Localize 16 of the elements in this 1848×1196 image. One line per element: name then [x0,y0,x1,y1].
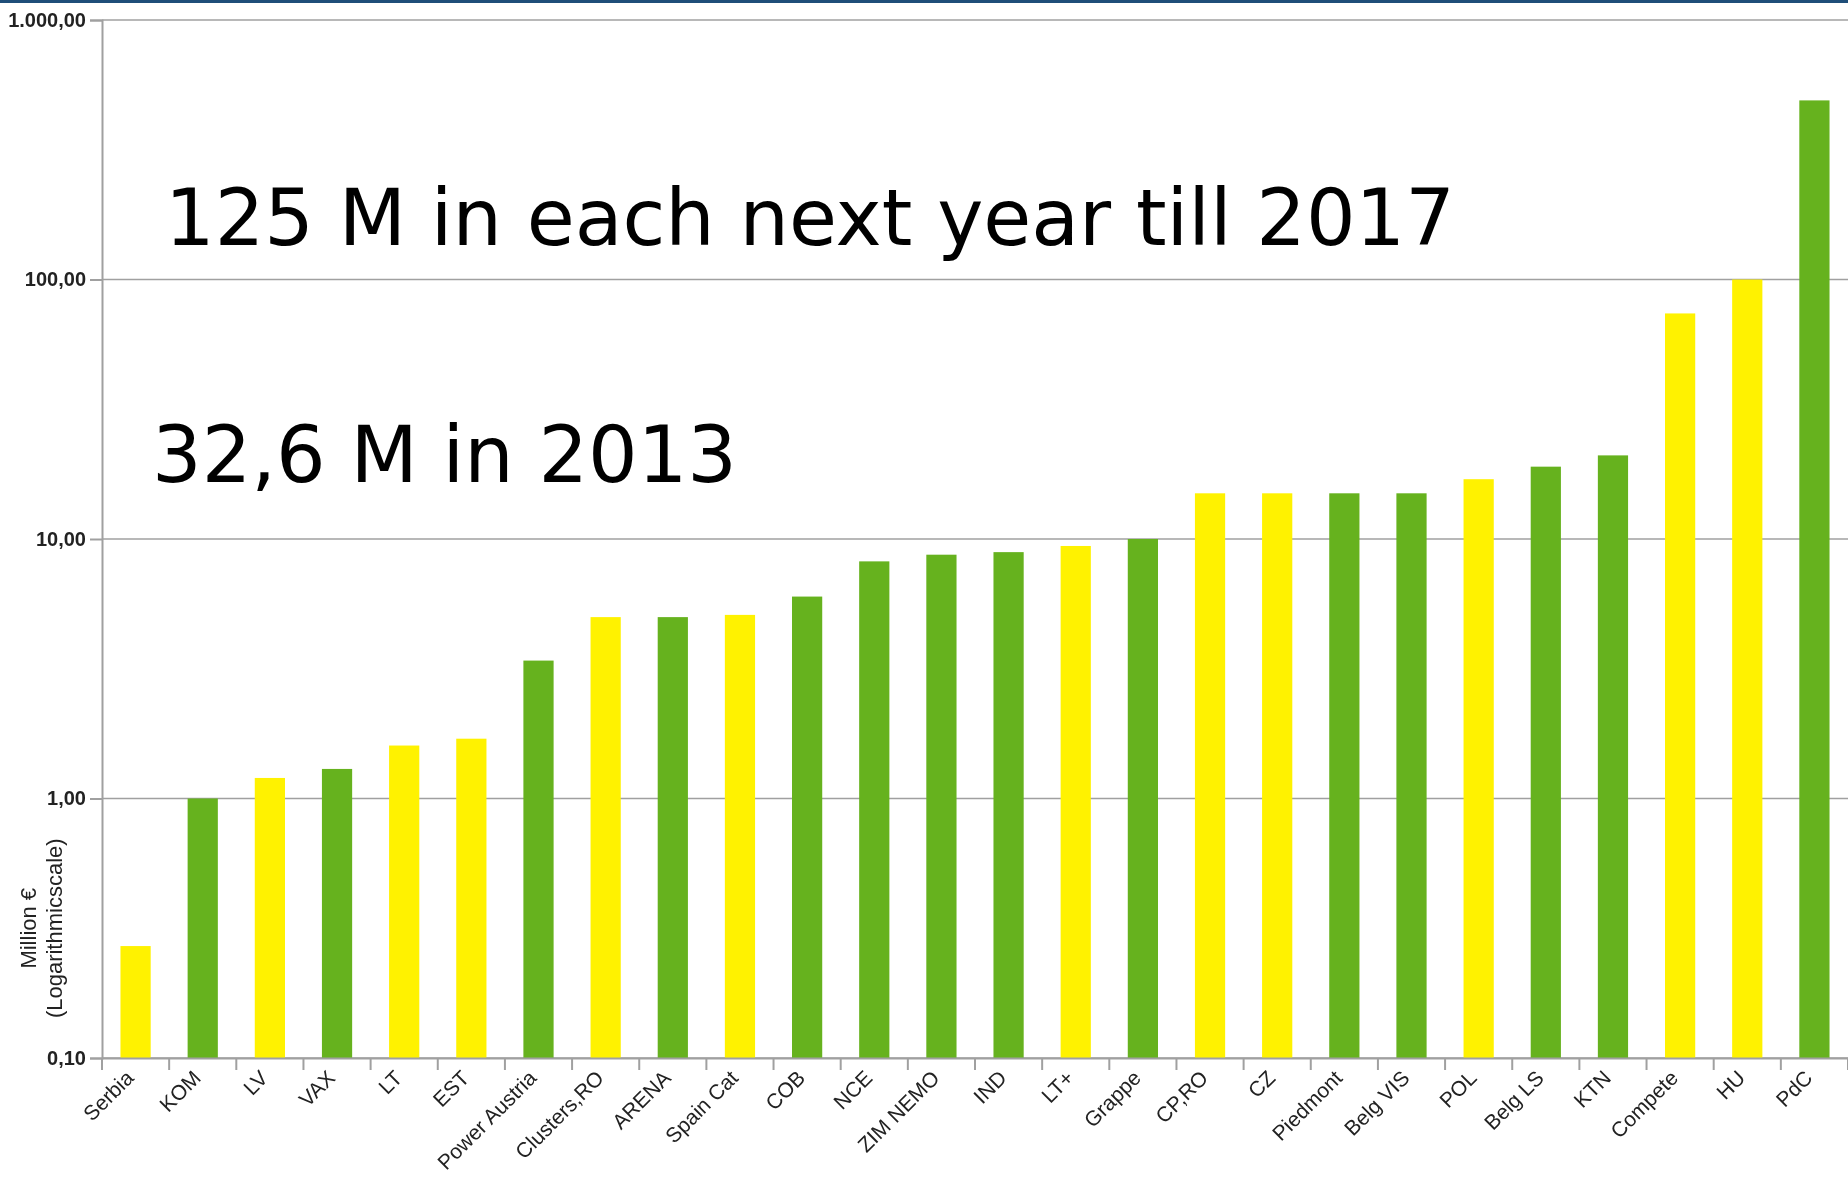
y-tick-label: 100,00 [24,268,86,291]
y-tick-label: 1,00 [47,787,86,810]
x-tick-label: HU [1711,1065,1750,1104]
x-tick-label: Belg LS [1479,1065,1548,1135]
annotation: 125 M in each next year till 2017 [165,173,1455,263]
x-tick-label: LV [238,1065,273,1100]
x-tick-label: LT+ [1036,1065,1078,1108]
y-tick-label: 10,00 [35,527,86,550]
x-tick-label: LT [373,1065,407,1099]
y-tick-label: 0,10 [47,1046,86,1069]
x-tick-label: IND [968,1065,1011,1108]
y-axis-title: Million € (Logarithmicscale) [15,838,67,1019]
y-tick-label: 1.000,00 [8,8,86,31]
x-tick-label: VAX [294,1065,340,1111]
annotation: 32,6 M in 2013 [152,410,737,500]
x-tick-label: POL [1434,1065,1481,1112]
